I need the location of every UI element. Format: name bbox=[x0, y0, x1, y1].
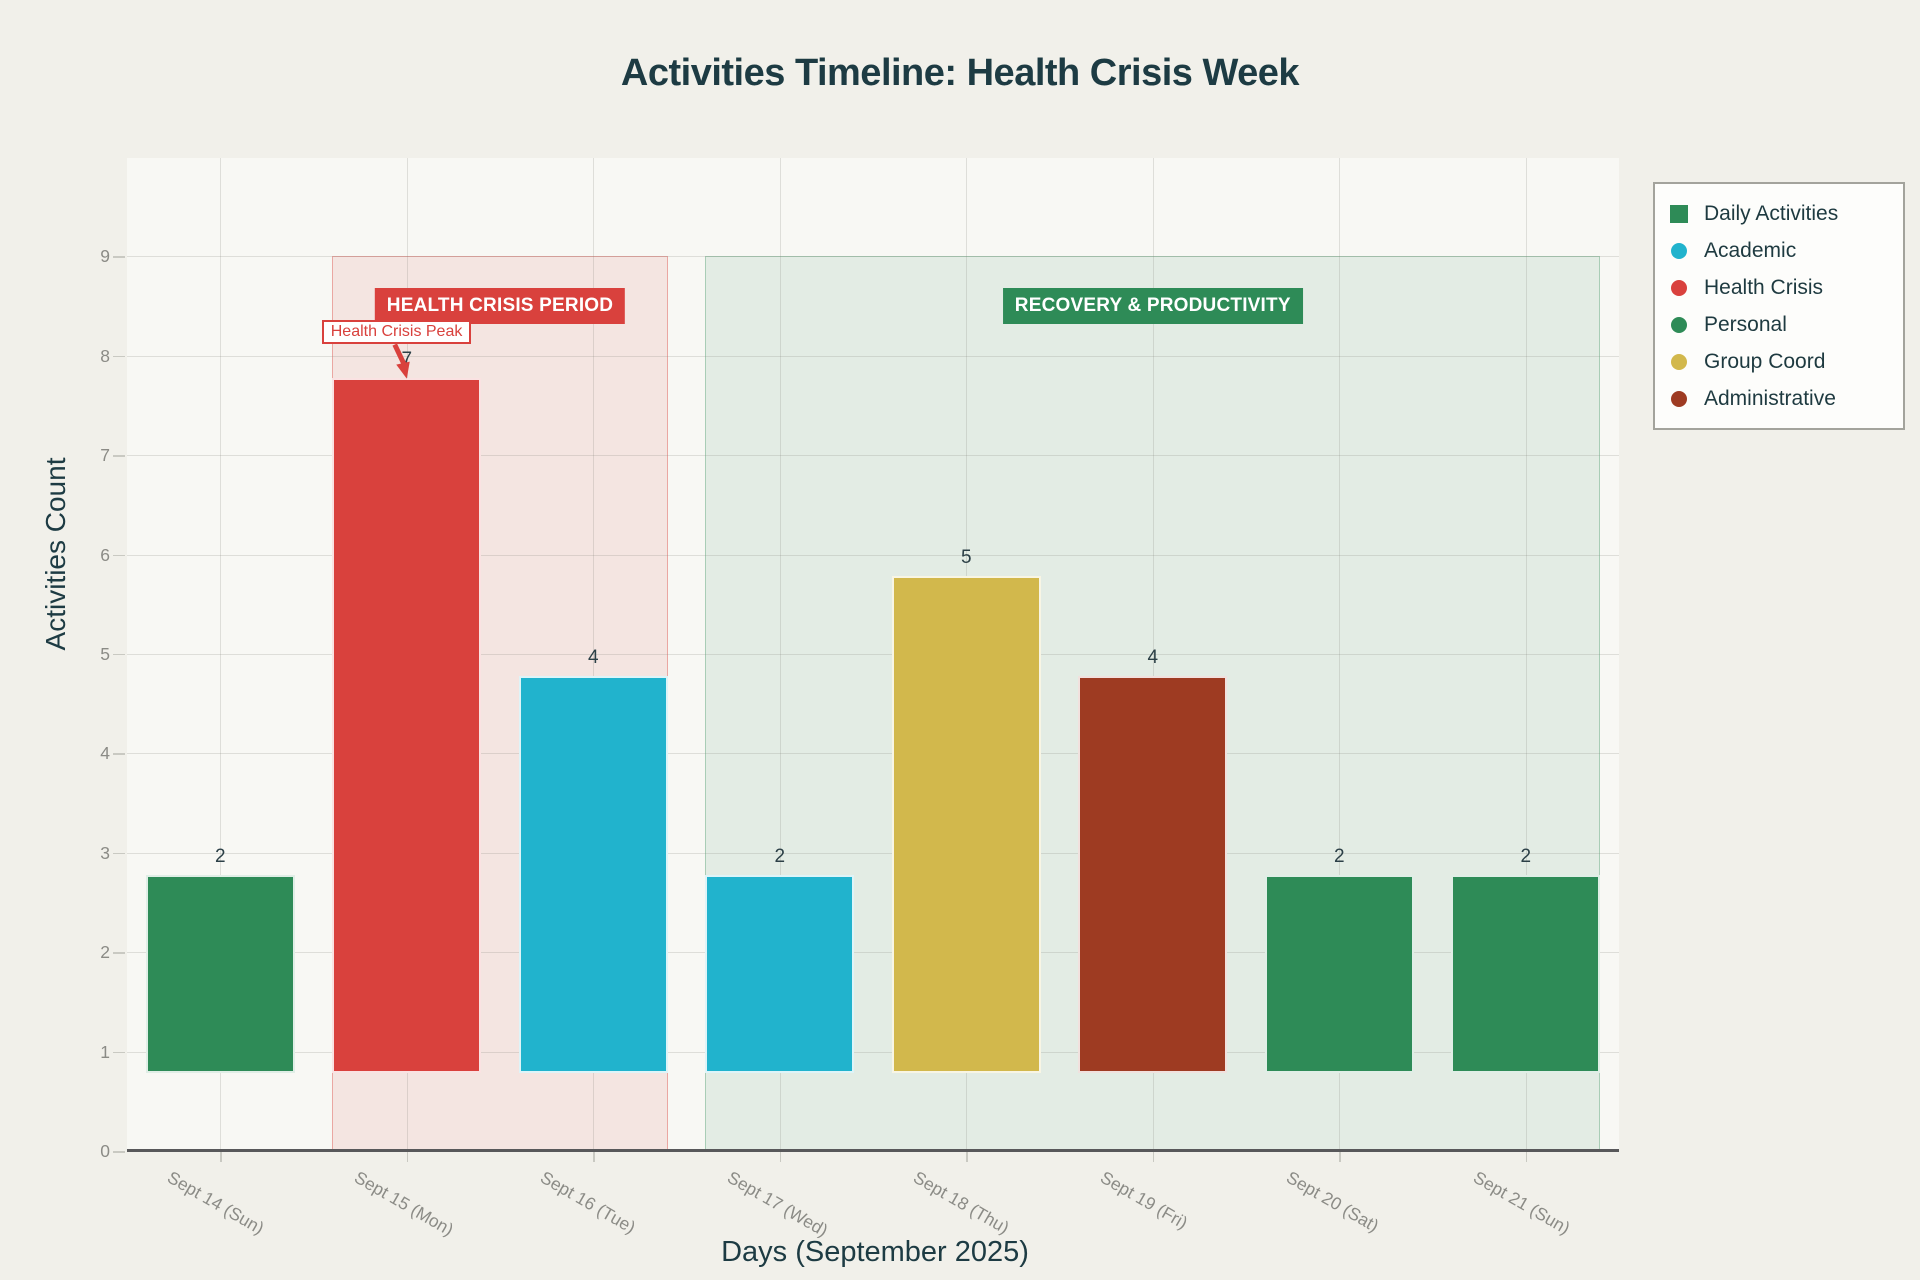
legend-circle-marker bbox=[1669, 316, 1689, 333]
legend-label: Group Coord bbox=[1704, 349, 1826, 373]
h-gridline bbox=[127, 355, 1619, 357]
x-tickmark bbox=[593, 1152, 595, 1162]
bar[interactable] bbox=[145, 874, 295, 1074]
x-tickmark bbox=[1339, 1152, 1341, 1162]
v-gridline bbox=[593, 158, 595, 1151]
x-tick-label: Sept 18 (Thu) bbox=[910, 1167, 1013, 1238]
chart-title: Activities Timeline: Health Crisis Week bbox=[620, 52, 1300, 94]
legend-item-personal[interactable]: Personal bbox=[1669, 306, 1893, 343]
legend-circle-marker bbox=[1669, 390, 1689, 407]
bar-value-label: 2 bbox=[774, 845, 786, 867]
y-tickmark bbox=[113, 1051, 125, 1054]
legend-item-academic[interactable]: Academic bbox=[1669, 232, 1893, 269]
x-axis-title: Days (September 2025) bbox=[721, 1236, 1029, 1268]
v-gridline bbox=[220, 158, 222, 1151]
bar[interactable] bbox=[518, 675, 668, 1074]
v-gridline bbox=[779, 158, 781, 1151]
x-axis-line bbox=[127, 1149, 1619, 1152]
bar-value-label: 7 bbox=[401, 348, 413, 370]
h-gridline bbox=[127, 1051, 1619, 1053]
h-gridline bbox=[127, 753, 1619, 755]
x-tick-label: Sept 19 (Fri) bbox=[1096, 1167, 1191, 1233]
y-tickmark bbox=[113, 455, 125, 457]
y-tickmark bbox=[113, 852, 125, 855]
legend-item-group-coord[interactable]: Group Coord bbox=[1669, 343, 1893, 380]
v-gridline bbox=[1152, 158, 1154, 1151]
h-gridline bbox=[127, 455, 1619, 457]
y-tickmark bbox=[113, 1151, 125, 1153]
x-tick-label: Sept 14 (Sun) bbox=[164, 1167, 268, 1239]
bar[interactable] bbox=[891, 576, 1041, 1074]
x-tickmark bbox=[1152, 1152, 1155, 1162]
legend-circle-marker bbox=[1669, 242, 1689, 259]
x-tickmark bbox=[779, 1152, 782, 1162]
region-label-1: RECOVERY & PRODUCTIVITY bbox=[1002, 288, 1303, 324]
bar[interactable] bbox=[1451, 874, 1601, 1074]
v-gridline bbox=[1525, 158, 1527, 1151]
region-label-0: HEALTH CRISIS PERIOD bbox=[374, 288, 626, 324]
y-tick-label: 1 bbox=[100, 1041, 110, 1062]
y-tickmark bbox=[113, 355, 125, 358]
h-gridline bbox=[127, 952, 1619, 954]
h-gridline bbox=[127, 256, 1619, 258]
y-tickmark bbox=[113, 653, 125, 656]
bar-value-label: 5 bbox=[960, 547, 972, 569]
legend-item-administrative[interactable]: Administrative bbox=[1669, 380, 1893, 417]
legend-circle-marker bbox=[1669, 279, 1689, 296]
bar-value-label: 2 bbox=[1333, 845, 1345, 867]
legend-square-marker bbox=[1669, 204, 1689, 223]
bar[interactable] bbox=[1078, 675, 1228, 1074]
y-tickmark bbox=[113, 952, 125, 954]
h-gridline bbox=[127, 852, 1619, 854]
legend-item-health-crisis[interactable]: Health Crisis bbox=[1669, 269, 1893, 306]
legend-item-daily-activities[interactable]: Daily Activities bbox=[1669, 195, 1893, 232]
y-tick-label: 8 bbox=[100, 345, 110, 366]
y-tick-label: 6 bbox=[100, 544, 110, 565]
legend-circle-marker bbox=[1669, 353, 1689, 370]
legend: Daily Activities Academic Health Crisis Per… bbox=[1653, 182, 1905, 430]
x-tick-label: Sept 21 (Sun) bbox=[1469, 1167, 1574, 1239]
y-tickmark bbox=[113, 753, 125, 755]
y-tick-label: 5 bbox=[100, 643, 110, 664]
legend-label: Personal bbox=[1704, 312, 1787, 336]
bar[interactable] bbox=[705, 874, 855, 1074]
peak-annotation: Health Crisis Peak bbox=[321, 319, 472, 344]
x-tickmark bbox=[1525, 1152, 1528, 1162]
bar-value-label: 4 bbox=[587, 646, 599, 668]
y-tick-label: 0 bbox=[100, 1141, 110, 1161]
bar[interactable] bbox=[332, 377, 482, 1074]
v-gridline bbox=[1339, 158, 1341, 1151]
legend-label: Daily Activities bbox=[1704, 201, 1839, 225]
bar[interactable] bbox=[1264, 874, 1414, 1074]
y-tick-label: 7 bbox=[100, 445, 110, 466]
y-tick-label: 2 bbox=[100, 942, 110, 963]
x-tick-label: Sept 16 (Tue) bbox=[537, 1167, 640, 1238]
y-tickmark bbox=[113, 554, 125, 557]
bar-value-label: 4 bbox=[1147, 646, 1159, 668]
y-tick-label: 3 bbox=[100, 842, 110, 863]
h-gridline bbox=[127, 653, 1619, 655]
h-gridline bbox=[127, 554, 1619, 556]
x-tick-label: Sept 17 (Wed) bbox=[723, 1167, 832, 1241]
bar-value-label: 2 bbox=[1520, 845, 1532, 867]
bar-value-label: 2 bbox=[214, 845, 226, 867]
x-tickmark bbox=[966, 1152, 968, 1162]
legend-label: Administrative bbox=[1704, 386, 1836, 410]
legend-label: Health Crisis bbox=[1704, 275, 1824, 299]
x-tickmark bbox=[406, 1152, 409, 1162]
x-tickmark bbox=[220, 1152, 222, 1162]
y-tick-label: 9 bbox=[100, 246, 110, 267]
x-tick-label: Sept 20 (Sat) bbox=[1283, 1167, 1383, 1236]
y-tick-label: 4 bbox=[100, 743, 110, 764]
legend-label: Academic bbox=[1704, 238, 1797, 262]
x-tick-label: Sept 15 (Mon) bbox=[350, 1167, 457, 1240]
y-tickmark bbox=[113, 256, 125, 258]
